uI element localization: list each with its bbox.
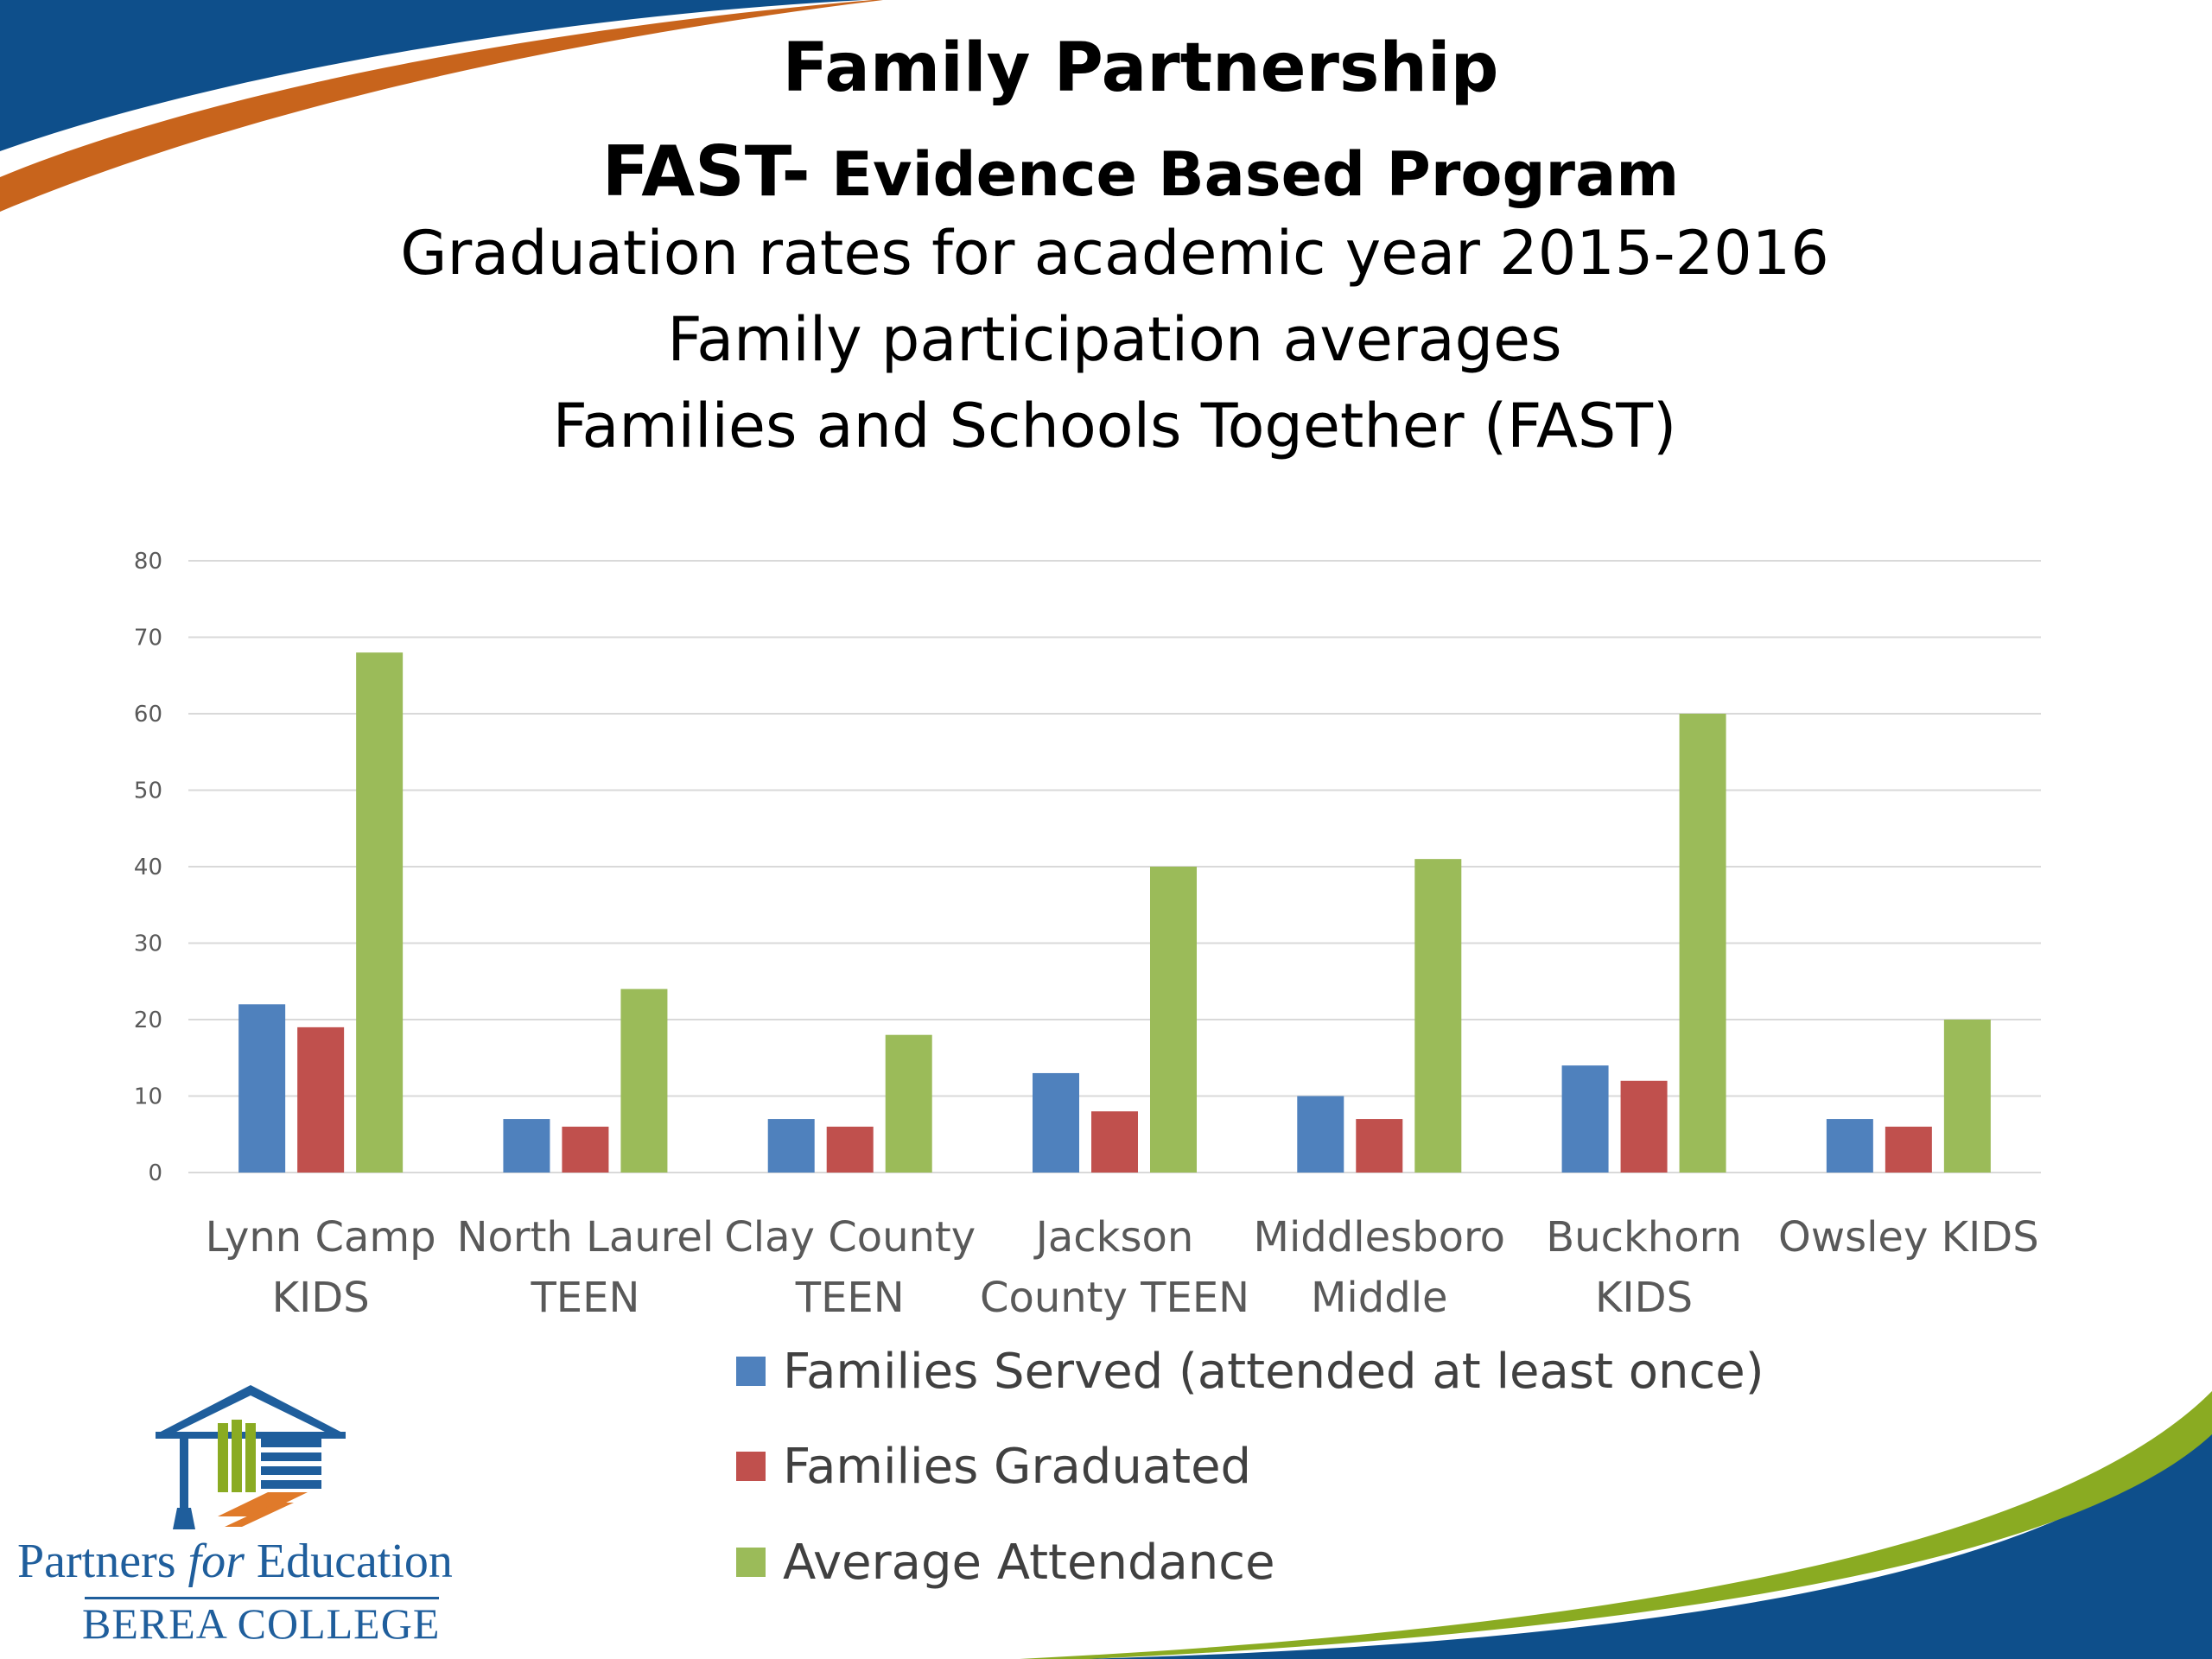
- legend-label: Average Attendance: [783, 1535, 1275, 1591]
- chart-heading-line-1: Graduation rates for academic year 2015-…: [400, 218, 1829, 289]
- x-tick-label: Middle: [1311, 1274, 1448, 1322]
- bar: [767, 1119, 815, 1173]
- x-tick-label: Jackson: [1033, 1213, 1194, 1262]
- legend-swatch-green: [736, 1547, 766, 1577]
- legend-swatch-red: [736, 1451, 766, 1481]
- chart-heading-line-2: Family participation averages: [667, 304, 1562, 375]
- bar-chart: 0 10 20 30 40 50 60 70 80 Lynn Camp KIDS North Laur…: [134, 549, 2041, 1322]
- bar: [1826, 1119, 1873, 1173]
- subtitle-rest: Evidence Based Program: [810, 139, 1680, 210]
- bar: [1091, 1111, 1138, 1173]
- x-tick-label: KIDS: [1595, 1274, 1693, 1322]
- partners-for-education-logo: Partners for Education BEREA COLLEGE: [9, 1378, 527, 1655]
- y-tick-label: 10: [134, 1084, 162, 1110]
- logo-org: BEREA COLLEGE: [82, 1599, 441, 1648]
- legend-item-families-graduated: Families Graduated: [736, 1439, 1251, 1495]
- slide-title: Family Partnership: [782, 29, 1499, 107]
- y-tick-label: 0: [148, 1160, 162, 1186]
- bar: [1943, 1020, 1991, 1173]
- slide-subtitle: FAST- Evidence Based Program: [156, 131, 2126, 212]
- bar: [885, 1034, 932, 1173]
- bar: [238, 1004, 286, 1173]
- graduation-cap-building-icon: [156, 1385, 346, 1529]
- legend-label: Families Graduated: [783, 1439, 1252, 1495]
- y-tick-label: 50: [134, 779, 162, 804]
- subtitle-strong: FAST-: [601, 131, 810, 212]
- x-tick-label: Owsley KIDS: [1778, 1213, 2039, 1262]
- bar: [1679, 714, 1726, 1173]
- y-tick-label: 40: [134, 855, 162, 880]
- bar: [1561, 1065, 1609, 1173]
- legend-item-average-attendance: Average Attendance: [736, 1535, 1275, 1591]
- legend-item-families-served: Families Served (attended at least once): [736, 1344, 1764, 1400]
- x-tick-label: KIDS: [272, 1274, 370, 1322]
- y-tick-label: 80: [134, 549, 162, 575]
- top-left-blue-swoosh: [0, 0, 864, 151]
- x-tick-label: Buckhorn: [1546, 1213, 1742, 1262]
- bar: [1356, 1119, 1403, 1173]
- bar: [826, 1126, 874, 1173]
- bar: [1297, 1096, 1344, 1173]
- y-tick-label: 60: [134, 702, 162, 728]
- bar: [1150, 867, 1197, 1173]
- bar: [562, 1126, 609, 1173]
- bottom-right-blue-swoosh: [1080, 1417, 2212, 1659]
- x-tick-label: Middlesboro: [1254, 1213, 1505, 1262]
- x-tick-label: County TEEN: [980, 1274, 1249, 1322]
- x-tick-label: Clay County: [724, 1213, 976, 1262]
- bar: [1414, 859, 1462, 1173]
- legend-label: Families Served (attended at least once): [783, 1344, 1764, 1400]
- x-tick-label: North Laurel: [457, 1213, 715, 1262]
- y-tick-label: 30: [134, 931, 162, 957]
- bar: [356, 652, 404, 1173]
- bar: [503, 1119, 550, 1173]
- chart-heading-line-3: Families and Schools Together (FAST): [552, 391, 1677, 461]
- logo-name: Partners for Education: [17, 1535, 453, 1588]
- y-tick-label: 20: [134, 1007, 162, 1033]
- bar: [297, 1027, 345, 1173]
- bottom-right-green-swoosh: [1020, 1391, 2212, 1659]
- legend-swatch-blue: [736, 1356, 766, 1386]
- bar: [1885, 1126, 1932, 1173]
- y-tick-label: 70: [134, 626, 162, 652]
- bar: [1620, 1080, 1668, 1173]
- bar: [1033, 1072, 1079, 1173]
- x-tick-label: TEEN: [795, 1274, 905, 1322]
- logo-divider: [85, 1597, 439, 1599]
- x-tick-label: Lynn Camp: [206, 1213, 436, 1262]
- x-tick-label: TEEN: [530, 1274, 639, 1322]
- bar: [620, 988, 668, 1173]
